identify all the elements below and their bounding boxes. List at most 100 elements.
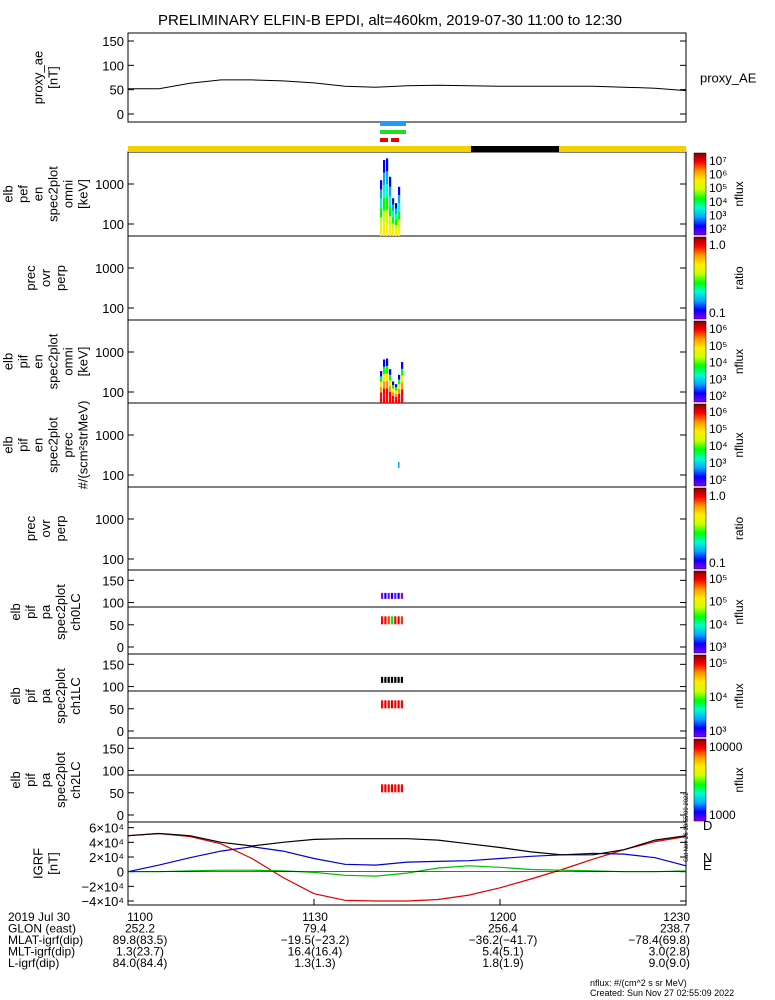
spectrogram-pixel xyxy=(395,208,398,215)
ylabel-line: perp xyxy=(53,515,68,541)
ylabel-line: pif xyxy=(23,605,38,619)
spectrogram-pixel xyxy=(398,393,401,399)
ylabel-line: prec xyxy=(61,432,76,458)
colorbar xyxy=(693,487,707,570)
pa-pixel xyxy=(400,676,403,683)
panel-proxy: proxy_ae[nT] 150 100 50 0 proxy_AE xyxy=(31,32,757,123)
spectrogram-pixel xyxy=(380,208,383,218)
panel-prec2: precovrperp 1000 100 1.0 0.1 ratio xyxy=(23,486,746,571)
spectrogram-pixel xyxy=(380,180,383,190)
y-tick-label: 1000 xyxy=(95,345,124,360)
ephemeris-cell: 1200 xyxy=(490,910,517,924)
ylabel-line: prec xyxy=(23,265,38,291)
spectrogram-pixel xyxy=(383,185,386,198)
ephemeris-cell: 5.4(5.1) xyxy=(482,945,523,959)
pa-pixel xyxy=(390,676,394,683)
pa-pixel xyxy=(384,700,387,709)
pa-pixel xyxy=(397,616,400,625)
ylabel-line: elb xyxy=(8,771,23,788)
ylabel-line: prec xyxy=(23,515,38,541)
colorbar-tick-label: 10³ xyxy=(709,372,726,386)
panel-frame xyxy=(127,569,687,655)
colorbar-tick-label: 10³ xyxy=(709,456,726,470)
panel-pifprec: elbpifenspec2plotprec#/(scm²strMeV) 1000 1… xyxy=(1,401,747,490)
colorbar-tick-label: 10⁴ xyxy=(709,195,728,209)
spectrogram-pixel xyxy=(380,217,383,227)
panel-prec1: precovrperp 1000 100 1.0 0.1 ratio xyxy=(23,235,746,321)
y-tick-label: 150 xyxy=(102,657,124,672)
colorbar-tick-label: 10⁴ xyxy=(709,690,728,704)
spectrogram-pixel xyxy=(401,375,404,383)
spectrogram-pixel xyxy=(380,226,383,236)
eclipse-bar xyxy=(471,146,559,152)
series-total xyxy=(127,832,687,856)
pa-pixel xyxy=(387,676,390,683)
spectrogram-pixel xyxy=(395,214,398,220)
pa-pixel xyxy=(387,616,390,625)
colorbar-title: nflux xyxy=(732,349,746,374)
pa-pixel xyxy=(397,784,400,793)
panel-frame xyxy=(127,319,687,404)
colorbar-title: ratio xyxy=(732,517,746,541)
panels: proxy_ae[nT]150100500proxy_AEelbpefenspe… xyxy=(1,32,757,909)
spectrogram-pixel xyxy=(389,196,392,207)
spectrogram-pixel xyxy=(395,399,398,403)
y-tick-label: −4×10⁴ xyxy=(82,894,124,909)
pa-pixel xyxy=(397,676,400,683)
ephemeris-cell: −19.5(−23.2) xyxy=(281,933,350,947)
series-D xyxy=(127,832,687,902)
ylabel-line: en xyxy=(31,438,46,452)
spectrogram-pixel xyxy=(389,186,392,197)
spectrogram-pixel xyxy=(401,389,404,397)
colorbar-tick-label: 10⁴ xyxy=(709,617,728,631)
colorbar-title: nflux xyxy=(732,432,746,457)
spectrogram-pixel xyxy=(395,203,398,209)
ephemeris-cell: 238.7 xyxy=(660,922,690,936)
spectrogram-pixel xyxy=(380,397,383,403)
pa-pixel xyxy=(384,592,387,599)
y-tick-label: 100 xyxy=(102,680,124,695)
spectrogram-pixel xyxy=(380,376,383,382)
ylabel-line: ch0LC xyxy=(68,593,83,631)
colorbar-tick-label: 10⁶ xyxy=(709,168,727,182)
colorbar-tick-label: 10⁶ xyxy=(709,322,727,336)
pa-pixel xyxy=(381,784,384,793)
spectrogram-pixel xyxy=(389,386,392,392)
colorbar xyxy=(693,738,707,822)
legend-E: E xyxy=(703,858,712,873)
ylabel-line: omni xyxy=(61,347,76,375)
y-tick-label: 1000 xyxy=(95,512,124,527)
panel-frame xyxy=(127,402,687,488)
status-bar-green xyxy=(380,130,406,134)
y-tick-label: 1000 xyxy=(95,428,124,443)
spectrogram-pixel xyxy=(395,230,398,236)
orbit-bar xyxy=(128,146,686,152)
y-tick-label: 100 xyxy=(102,385,124,400)
spectrogram-pixel xyxy=(398,219,401,228)
panel-pif: elbpifenspec2plotomni[keV] 1000 100 10⁶ 10⁵ 1… xyxy=(1,319,746,404)
spectrogram-pixel xyxy=(392,381,395,386)
panel-ylabel: elbpifpaspec2plotch1LC xyxy=(8,668,83,724)
spectrogram-pixel xyxy=(398,186,401,196)
colorbar-tick-label: 10² xyxy=(709,473,726,487)
status-bar-blue xyxy=(380,122,406,126)
created-note: Created: Sun Nov 27 02:55:09 2022 xyxy=(590,988,734,998)
spectrogram-pixel xyxy=(389,369,392,375)
spectrogram-pixel xyxy=(386,365,389,374)
y-tick-label: 100 xyxy=(102,301,124,316)
ylabel-line: elb xyxy=(8,603,23,620)
spectrogram-pixel xyxy=(395,384,398,388)
ephemeris-cell: 252.2 xyxy=(125,922,155,936)
spectrogram-pixel xyxy=(383,395,386,403)
spectrogram-pixel xyxy=(401,382,404,390)
y-tick-label: 1000 xyxy=(95,261,124,276)
spectrogram-pixel xyxy=(389,380,392,387)
colorbar-title: nflux xyxy=(732,767,746,792)
spectrogram-pixel xyxy=(380,371,383,377)
colorbar-tick-label: 0.1 xyxy=(709,556,726,570)
y-tick-label: 0 xyxy=(117,808,124,823)
spectrogram-pixel xyxy=(389,226,392,236)
y-tick-label: 100 xyxy=(102,764,124,779)
ylabel-line: [nT] xyxy=(46,852,61,874)
